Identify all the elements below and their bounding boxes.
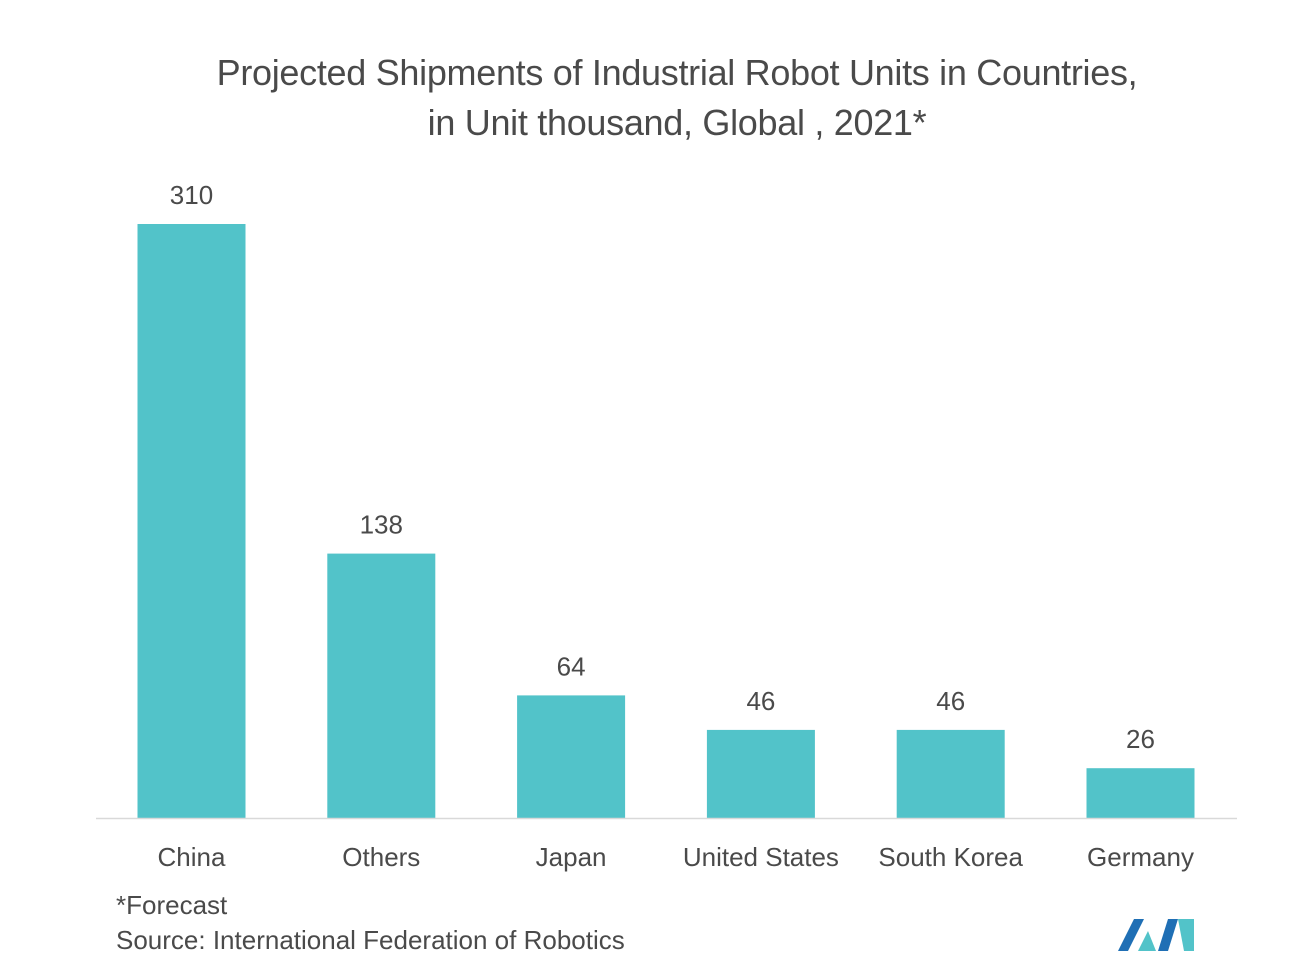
bar-china bbox=[138, 224, 246, 818]
bar-japan bbox=[517, 695, 625, 818]
bar-south-korea bbox=[897, 730, 1005, 818]
value-label-china: 310 bbox=[170, 180, 213, 210]
category-label-china: China bbox=[158, 842, 226, 872]
bar-united-states bbox=[707, 730, 815, 818]
value-labels-group: 310 138 64 46 46 26 bbox=[170, 180, 1155, 754]
value-label-united-states: 46 bbox=[746, 686, 775, 716]
value-label-others: 138 bbox=[360, 510, 403, 540]
category-label-united-states: United States bbox=[683, 842, 839, 872]
value-label-germany: 26 bbox=[1126, 724, 1155, 754]
category-label-south-korea: South Korea bbox=[878, 842, 1023, 872]
forecast-footnote: *Forecast bbox=[116, 888, 227, 922]
category-label-japan: Japan bbox=[536, 842, 607, 872]
value-label-japan: 64 bbox=[557, 651, 586, 681]
logo-right-accent bbox=[1178, 919, 1194, 951]
category-label-others: Others bbox=[342, 842, 420, 872]
logo-left-shape bbox=[1118, 919, 1144, 951]
category-labels-group: China Others Japan United States South Korea… bbox=[158, 842, 1194, 872]
bars-group bbox=[138, 224, 1195, 818]
source-note: Source: International Federation of Robo… bbox=[116, 923, 625, 957]
bar-germany bbox=[1087, 768, 1195, 818]
value-label-south-korea: 46 bbox=[936, 686, 965, 716]
category-label-germany: Germany bbox=[1087, 842, 1194, 872]
logo-middle-shape bbox=[1138, 931, 1156, 951]
mordor-intelligence-logo-icon bbox=[1118, 915, 1198, 953]
logo-right-shape bbox=[1158, 919, 1178, 951]
bar-others bbox=[327, 554, 435, 818]
